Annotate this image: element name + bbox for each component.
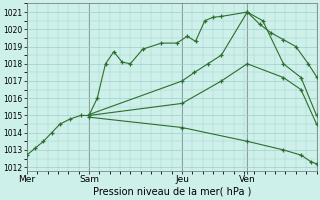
X-axis label: Pression niveau de la mer( hPa ): Pression niveau de la mer( hPa ) xyxy=(92,187,251,197)
